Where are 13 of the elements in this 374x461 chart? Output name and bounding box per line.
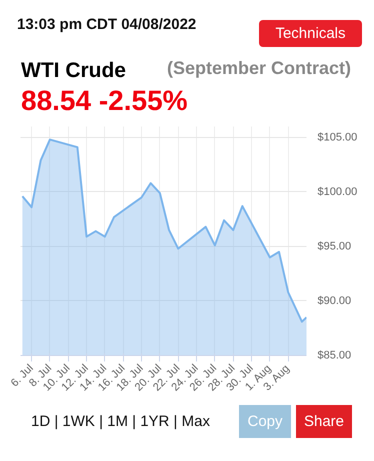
text: Technicals — [259, 20, 362, 47]
text: 88.54 -2.55% — [21, 84, 188, 118]
text: 13:03 pm CDT 04/08/2022 — [17, 15, 196, 35]
y-tick-label: $90.00 — [318, 294, 352, 307]
text: 1D | 1WK | 1M | 1YR | Max — [31, 412, 210, 432]
chart-subtitle: (September Contract) — [167, 57, 352, 80]
chart-title: WTI Crude — [21, 58, 126, 84]
y-tick-label: $95.00 — [318, 240, 352, 252]
text: Copy — [239, 405, 291, 438]
y-tick-label: $100.00 — [318, 186, 358, 198]
y-tick-label: $85.00 — [318, 350, 352, 362]
text: Share — [296, 405, 352, 438]
y-tick-label: $105.00 — [318, 131, 358, 144]
